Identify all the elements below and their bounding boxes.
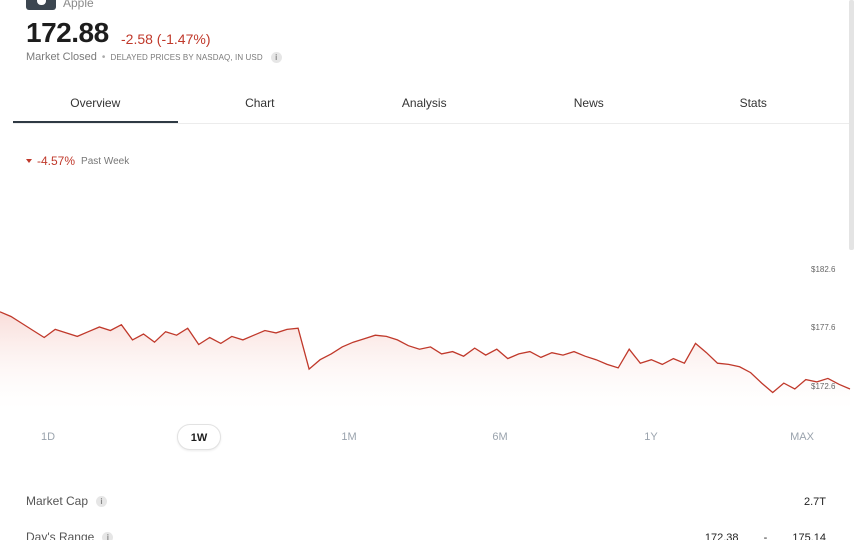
price-area xyxy=(0,311,850,410)
info-icon[interactable]: i xyxy=(270,51,282,63)
range-selector: 1D 1W 1M 6M 1Y MAX xyxy=(0,424,854,450)
stock-price: 172.88 xyxy=(26,17,109,48)
y-axis-label-low: $172.6 xyxy=(811,381,836,391)
range-max[interactable]: MAX xyxy=(790,431,814,443)
range-6m[interactable]: 6M xyxy=(492,431,508,443)
stat-days-range: Day's Range i 172.38 - 175.14 xyxy=(26,530,826,540)
performance-period: Past Week xyxy=(81,155,130,167)
price-line xyxy=(0,311,851,394)
tab-overview[interactable]: Overview xyxy=(13,82,178,123)
performance-summary: -4.57% Past Week xyxy=(26,154,129,168)
tab-chart[interactable]: Chart xyxy=(245,96,275,110)
triangle-down-icon xyxy=(26,159,32,163)
info-icon[interactable]: i xyxy=(102,531,114,540)
price-chart[interactable]: $182.6 $177.6 $172.6 xyxy=(0,230,854,410)
tab-stats[interactable]: Stats xyxy=(739,96,767,110)
stat-label: Market Cap xyxy=(26,494,89,508)
price-change: -2.58 (-1.47%) xyxy=(121,31,211,47)
info-icon[interactable]: i xyxy=(96,495,108,507)
y-axis-label-mid: $177.6 xyxy=(811,323,836,333)
range-1d[interactable]: 1D xyxy=(40,431,56,443)
tab-analysis[interactable]: Analysis xyxy=(401,96,447,110)
scrollbar[interactable] xyxy=(849,0,854,250)
range-1w[interactable]: 1W xyxy=(177,424,221,450)
stat-value: 172.38 - 175.14 xyxy=(705,532,826,540)
stat-label: Day's Range xyxy=(26,530,95,540)
delay-note: DELAYED PRICES BY NASDAQ, IN USD xyxy=(110,52,263,62)
key-stats: Market Cap i 2.7T Day's Range i 172.38 -… xyxy=(26,494,826,540)
range-1y[interactable]: 1Y xyxy=(644,431,658,443)
range-high: 175.14 xyxy=(792,532,826,540)
company-name: Apple xyxy=(63,0,94,10)
quote-header: Apple 172.88 -2.58 (-1.47%) Market Close… xyxy=(0,0,854,80)
apple-logo-icon xyxy=(26,0,56,10)
range-1m[interactable]: 1M xyxy=(341,431,357,443)
range-low: 172.38 xyxy=(704,532,739,540)
market-status-line: Market Closed • DELAYED PRICES BY NASDAQ… xyxy=(26,51,282,63)
y-axis-label-high: $182.6 xyxy=(811,264,836,274)
stat-value: 2.7T xyxy=(803,496,826,508)
range-separator: - xyxy=(763,532,768,540)
price-chart-svg xyxy=(0,311,851,410)
separator-dot: • xyxy=(101,51,106,63)
market-status: Market Closed xyxy=(26,51,97,63)
tab-bar: Overview Chart Analysis News Stats xyxy=(13,82,854,124)
performance-percent: -4.57% xyxy=(37,154,76,168)
tab-news[interactable]: News xyxy=(573,96,604,110)
stat-market-cap: Market Cap i 2.7T xyxy=(26,494,826,530)
